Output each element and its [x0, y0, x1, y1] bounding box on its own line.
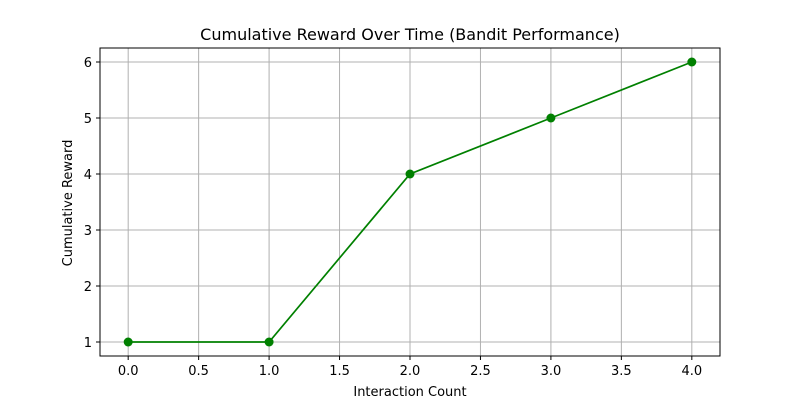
y-tick-label: 4	[84, 168, 92, 183]
x-tick-label: 3.0	[541, 364, 562, 379]
series-markers	[123, 57, 697, 347]
y-tick-label: 3	[84, 224, 92, 239]
x-tick-label: 1.5	[329, 364, 350, 379]
x-tick-label: 3.5	[611, 364, 632, 379]
x-tick-label: 4.0	[681, 364, 702, 379]
x-axis-label: Interaction Count	[353, 385, 466, 400]
data-point-marker	[264, 337, 274, 347]
y-tick-label: 6	[84, 56, 92, 71]
y-axis-label: Cumulative Reward	[61, 140, 76, 267]
x-axis-ticks: 0.0 0.5 1.0 1.5 2.0 2.5 3.0 3.5 4.0	[118, 356, 702, 379]
y-tick-label: 5	[84, 112, 92, 127]
x-tick-label: 0.0	[118, 364, 139, 379]
data-point-marker	[123, 337, 133, 347]
x-tick-label: 1.0	[259, 364, 280, 379]
chart-title: Cumulative Reward Over Time (Bandit Perf…	[200, 25, 620, 44]
x-tick-label: 0.5	[188, 364, 209, 379]
y-tick-label: 1	[84, 336, 92, 351]
data-point-marker	[405, 169, 415, 179]
y-tick-label: 2	[84, 280, 92, 295]
data-point-marker	[546, 113, 556, 123]
y-axis-ticks: 1 2 3 4 5 6	[84, 56, 100, 351]
data-point-marker	[687, 57, 697, 67]
x-tick-label: 2.5	[470, 364, 491, 379]
x-tick-label: 2.0	[400, 364, 421, 379]
